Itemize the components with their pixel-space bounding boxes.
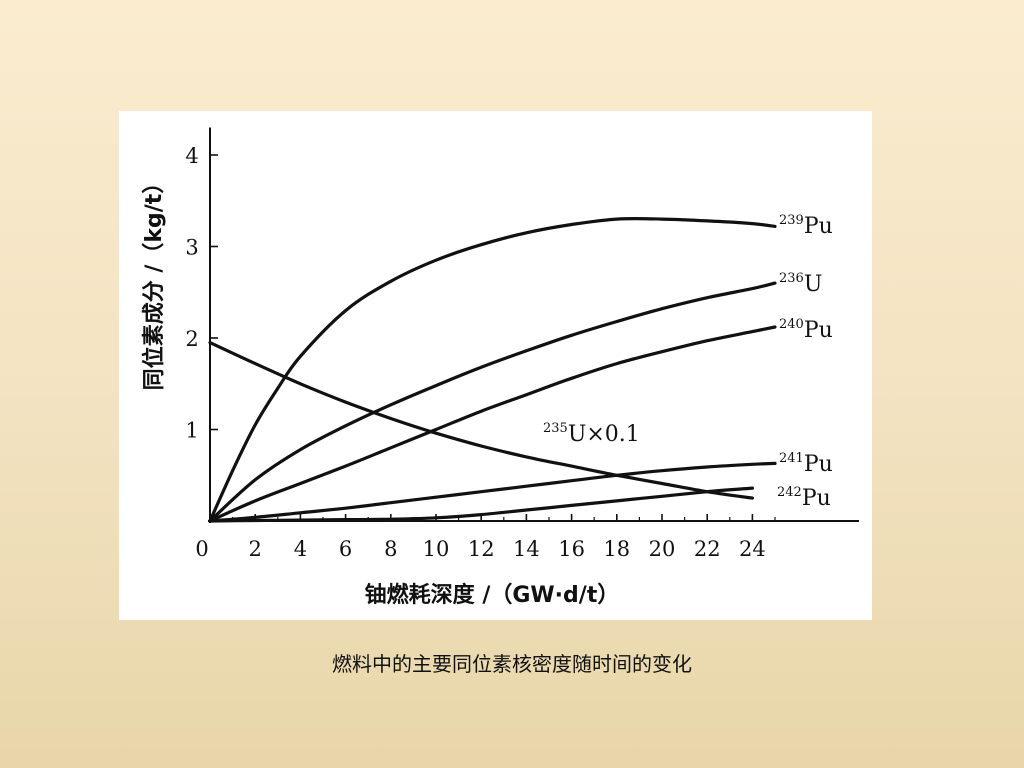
- chart-figure: 0 2 4 6 8 10 12 14 16 18 20 22 24 1 2 3 4 铀燃耗深度 /（GW·d/t）…: [119, 111, 872, 620]
- x-tick-label: 2: [249, 537, 262, 561]
- x-tick-label: 18: [603, 537, 630, 561]
- series-label-name: Pu: [804, 452, 833, 477]
- x-tick-label: 24: [739, 537, 766, 561]
- series-label-mass-number: 240: [779, 317, 804, 332]
- x-tick-label: 10: [423, 537, 450, 561]
- x-tick-label: 14: [513, 537, 540, 561]
- y-tick-label: 4: [185, 144, 198, 168]
- x-axis-title: 铀燃耗深度 /（GW·d/t）: [365, 582, 620, 608]
- series-line-239-pu: [208, 216, 777, 523]
- series-label: 241Pu: [779, 451, 833, 477]
- series-label-mass-number: 239: [779, 213, 804, 228]
- x-tick-label: 0: [195, 537, 208, 561]
- x-tick-label: 12: [468, 537, 495, 561]
- series-label: 242Pu: [777, 485, 831, 511]
- series-label: 235U×0.1: [543, 421, 640, 447]
- series-label: 240Pu: [779, 317, 833, 343]
- series-line-240-pu: [208, 325, 777, 523]
- y-tick-label: 3: [185, 236, 198, 260]
- y-tick-label: 2: [185, 327, 198, 351]
- series-label-mass-number: 236: [779, 271, 804, 286]
- series-label: 239Pu: [779, 213, 833, 239]
- x-tick-label: 22: [694, 537, 721, 561]
- series-label-name: U: [804, 272, 823, 297]
- x-tick-label: 20: [649, 537, 676, 561]
- series-line-235-u01: [208, 341, 754, 500]
- series-label-name: U×0.1: [568, 422, 640, 447]
- y-tick-label: 1: [185, 419, 198, 443]
- series-line-241-pu: [208, 461, 777, 523]
- x-tick-label: 8: [384, 537, 397, 561]
- x-tick-label: 6: [339, 537, 352, 561]
- series-label-mass-number: 242: [777, 485, 802, 500]
- series-line-236-u: [208, 281, 777, 523]
- series-label-mass-number: 235: [543, 421, 568, 436]
- series-line-242-pu: [208, 486, 754, 523]
- y-axis-title: 同位素成分 /（kg/t）: [141, 172, 167, 391]
- figure-caption: 燃料中的主要同位素核密度随时间的变化: [332, 652, 692, 676]
- series-label-name: Pu: [802, 486, 831, 511]
- series-label-name: Pu: [804, 318, 833, 343]
- series-label-name: Pu: [804, 214, 833, 239]
- series-label-mass-number: 241: [779, 451, 804, 466]
- series-label: 236U: [779, 271, 822, 297]
- x-tick-label: 16: [558, 537, 585, 561]
- x-tick-label: 4: [294, 537, 307, 561]
